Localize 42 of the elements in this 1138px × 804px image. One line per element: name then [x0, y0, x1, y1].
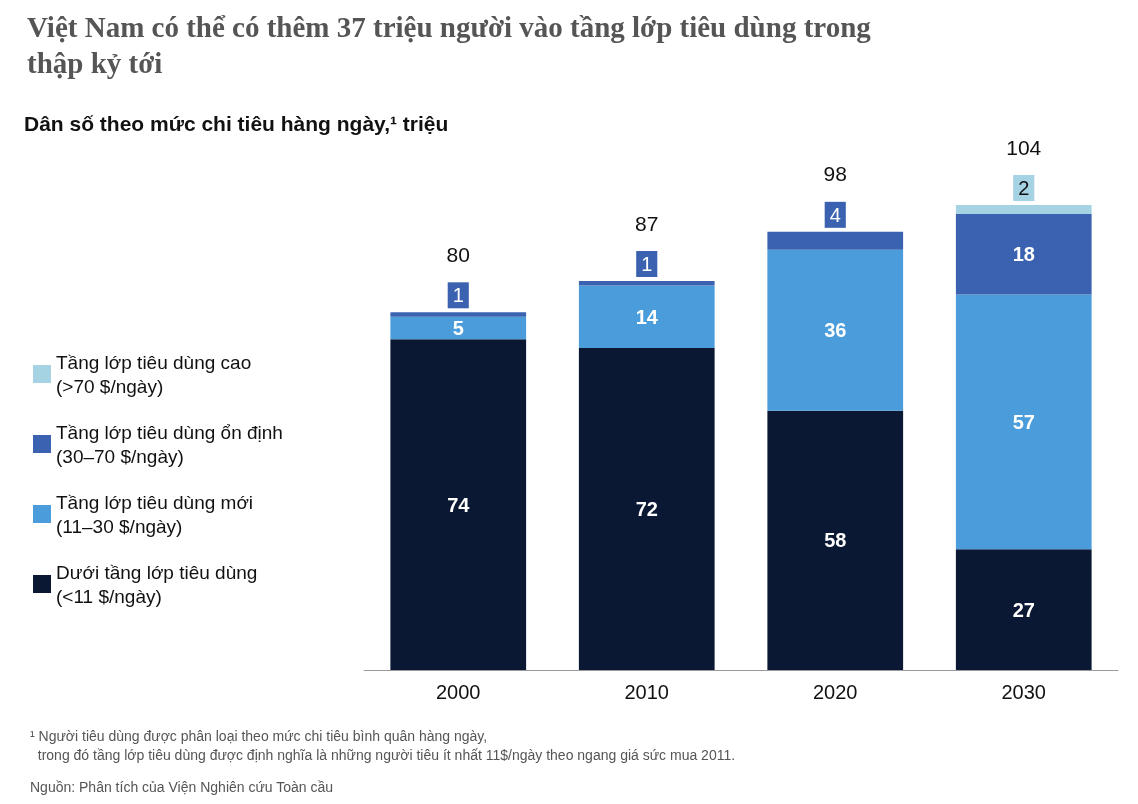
legend-label: Tầng lớp tiêu dùng cao (>70 $/ngày) [56, 351, 252, 397]
bar [390, 312, 527, 317]
data-label: 14 [635, 305, 659, 328]
data-label: 36 [824, 319, 847, 342]
legend-label: Tầng lớp tiêu dùng ổn định (30–70 $/ngày) [56, 421, 283, 467]
data-label: 2 [1018, 177, 1030, 199]
total-label: 104 [1006, 135, 1042, 159]
legend-label: Dưới tầng lớp tiêu dùng (<11 $/ngày) [56, 561, 258, 607]
x-tick-label: 2030 [1001, 681, 1046, 703]
x-tick-label: 2020 [813, 681, 858, 703]
x-tick-label: 2010 [624, 681, 669, 703]
text: Nguồn: Phân tích của Viện Nghiên cứu Toàn cầu [30, 778, 334, 795]
data-label: 27 [1012, 598, 1035, 621]
legend-label: Tầng lớp tiêu dùng mới (11–30 $/ngày) [56, 491, 254, 537]
total-label: 98 [823, 162, 847, 186]
data-label: 74 [447, 493, 471, 516]
data-label: 5 [452, 316, 464, 339]
data-label: 1 [641, 253, 653, 276]
data-label: 58 [824, 529, 847, 552]
bar [767, 231, 904, 250]
text: ¹ Người tiêu dùng được phân loại theo mức chi tiêu bình quân hàng ngày, trong đó tầng lớp tiêu dùng được định nghĩa là những người tiêu ít nhất 11$/ngày theo ngang giá sức mua 2011. [30, 727, 736, 763]
bar [390, 316, 527, 340]
bar [767, 410, 904, 670]
chart-subtitle: Dân số theo mức chi tiêu hàng ngày,¹ triệu [24, 112, 449, 135]
bar [578, 285, 715, 349]
chart-title: Việt Nam có thể có thêm 37 triệu người vào tầng lớp tiêu dùng trong thập kỷ tới [27, 11, 879, 79]
bar [955, 205, 1092, 214]
bar [955, 549, 1092, 670]
bar [390, 339, 527, 670]
bar [955, 294, 1092, 550]
bar [578, 281, 715, 286]
data-label: 1 [452, 284, 464, 307]
data-label: 4 [829, 203, 841, 226]
data-label: 57 [1012, 410, 1035, 433]
bar [955, 213, 1092, 295]
x-tick-label: 2000 [436, 681, 481, 703]
data-label: 72 [635, 498, 658, 521]
total-label: 80 [446, 242, 470, 266]
total-label: 87 [635, 211, 659, 235]
bar [578, 348, 715, 670]
bar [767, 249, 904, 411]
data-label: 18 [1012, 243, 1035, 266]
